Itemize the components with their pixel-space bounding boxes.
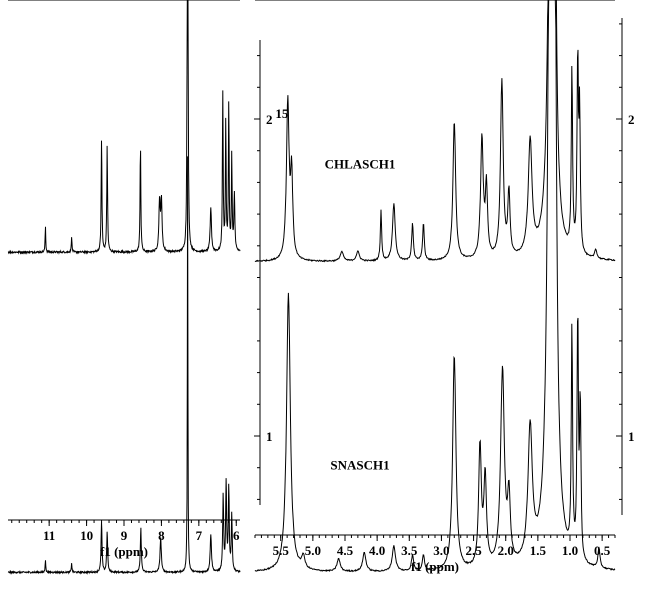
x-tick-label: 9	[121, 528, 128, 543]
x-tick-label: 2.5	[465, 543, 482, 558]
x-tick-label: 3.0	[433, 543, 449, 558]
right-spectrum-panel: SPASCH1CHLASCH1SNASCH1155.55.04.54.03.53…	[254, 0, 635, 574]
y-tick-label: 1	[266, 429, 273, 444]
left-spectrum-panel: ABCDE11109876f1 (ppm)123	[7, 0, 273, 575]
x-tick-label: 11	[43, 528, 55, 543]
y-tick-label: 2	[628, 112, 635, 127]
y-tick-label: 2	[266, 112, 273, 127]
x-tick-label: 8	[158, 528, 165, 543]
series-label-snasch1: SNASCH1	[330, 457, 389, 472]
y-tick-label: 1	[628, 429, 635, 444]
spectrum-trace-middle	[7, 0, 241, 255]
x-tick-label: 4.5	[337, 543, 354, 558]
x-tick-label: 7	[196, 528, 203, 543]
spectrum-trace-snasch1	[254, 0, 616, 573]
x-tick-label: 5.0	[305, 543, 321, 558]
x-tick-label: 4.0	[369, 543, 385, 558]
spectrum-trace-bottom	[7, 156, 241, 575]
spectrum-trace-chlasch1	[254, 0, 616, 263]
x-axis-label: f1 (ppm)	[411, 559, 459, 574]
x-tick-label: 2.0	[498, 543, 514, 558]
x-tick-label: 0.5	[594, 543, 611, 558]
x-tick-label: 3.5	[401, 543, 418, 558]
x-axis-label: f1 (ppm)	[100, 544, 148, 559]
x-tick-label: 10	[80, 528, 93, 543]
x-tick-label: 6	[233, 528, 240, 543]
x-tick-label: 5.5	[273, 543, 290, 558]
series-label-chlasch1: CHLASCH1	[325, 157, 396, 172]
annotation-label: 15	[275, 106, 289, 121]
x-tick-label: 1.0	[562, 543, 578, 558]
x-tick-label: 1.5	[530, 543, 547, 558]
